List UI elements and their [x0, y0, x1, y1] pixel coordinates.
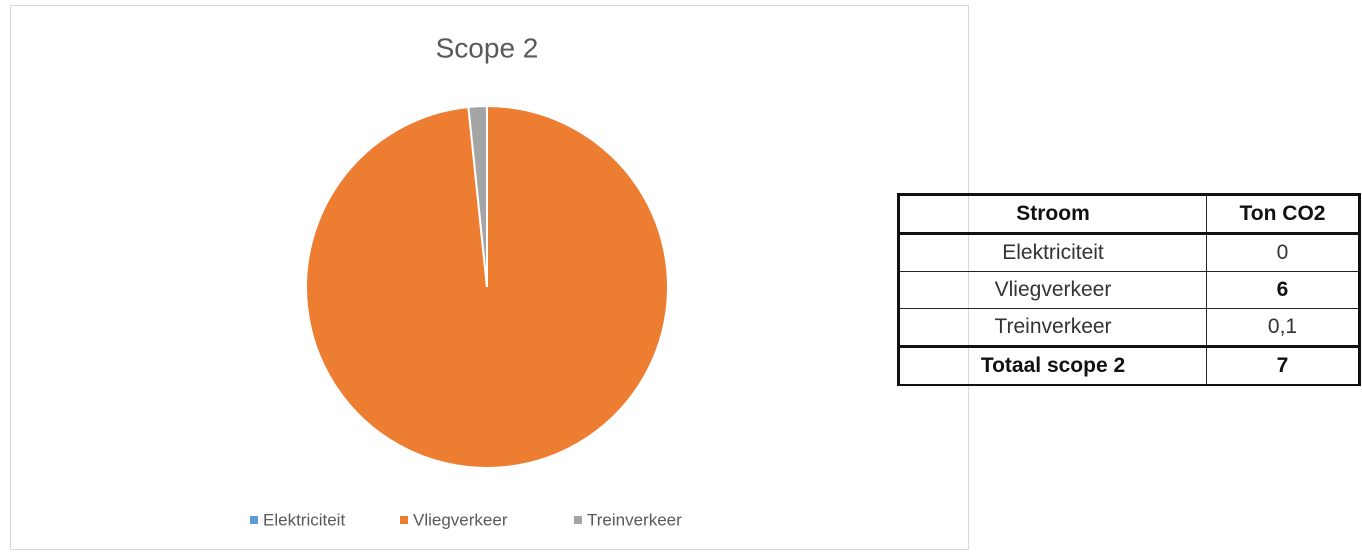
table-header: Stroom Ton CO2: [897, 193, 1361, 235]
cell: 0,1: [1206, 308, 1361, 347]
header-cell: Ton CO2: [1206, 193, 1361, 235]
legend-swatch: [250, 516, 258, 524]
cell: Vliegverkeer: [897, 271, 1207, 309]
cell: Elektriciteit: [897, 233, 1207, 272]
chart: Scope 2 Elektriciteit Vliegverkeer Treinve…: [10, 5, 969, 550]
table-total-row: Totaal scope 2 7: [897, 345, 1361, 386]
cell: Treinverkeer: [897, 308, 1207, 347]
legend-label: Vliegverkeer: [413, 510, 508, 529]
pie-slice: [467, 104, 488, 288]
cell: Totaal scope 2: [897, 345, 1207, 386]
cell: 0: [1206, 233, 1361, 272]
table: Stroom Ton CO2 Elektriciteit 0 Vliegverk…: [897, 193, 1361, 386]
table-row: Elektriciteit 0: [897, 233, 1361, 272]
legend-swatch: [400, 516, 408, 524]
cell: 6: [1206, 271, 1361, 309]
legend-swatch: [574, 516, 582, 524]
table-row: Treinverkeer 0,1: [897, 308, 1361, 347]
legend-label: Treinverkeer: [587, 510, 682, 529]
header-cell: Stroom: [897, 193, 1207, 235]
table-row: Vliegverkeer 6: [897, 271, 1361, 309]
legend-label: Elektriciteit: [263, 510, 345, 529]
chart-title: Scope 2: [436, 32, 539, 63]
cell: 7: [1206, 345, 1361, 386]
